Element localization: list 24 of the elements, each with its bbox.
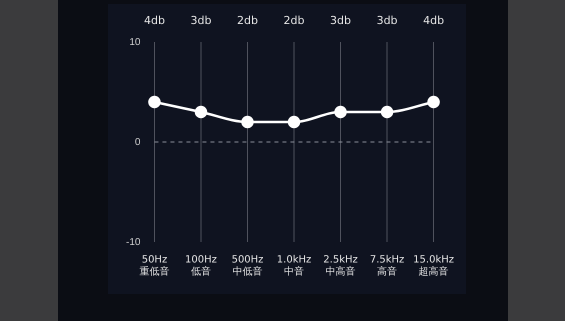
x-tick-label: 2.5kHz 中高音 <box>323 254 358 278</box>
x-tick-label: 50Hz 重低音 <box>139 254 170 278</box>
point <box>148 96 161 108</box>
x-tick-label: 500Hz 中低音 <box>232 254 264 278</box>
text: 3db <box>190 14 212 27</box>
point <box>241 116 254 128</box>
point <box>380 106 394 118</box>
text: 2db <box>284 14 305 27</box>
point <box>334 106 347 118</box>
y-tick-label: -10 <box>126 236 141 248</box>
text: 2db <box>237 14 258 27</box>
x-tick-label: 100Hz 低音 <box>185 254 217 278</box>
point <box>427 96 440 108</box>
text: 3db <box>330 14 352 27</box>
x-tick-label: 1.0kHz 中音 <box>276 254 312 278</box>
text: 4db <box>144 14 165 27</box>
point <box>288 116 300 128</box>
text: 3db <box>376 14 398 27</box>
x-tick-label: 7.5kHz 高音 <box>370 254 404 278</box>
x-tick-label: 15.0kHz 超高音 <box>413 254 454 278</box>
y-tick-label: 0 <box>134 136 141 148</box>
text: 4db <box>423 14 444 27</box>
y-tick-label: 10 <box>129 36 141 48</box>
point <box>194 106 208 118</box>
